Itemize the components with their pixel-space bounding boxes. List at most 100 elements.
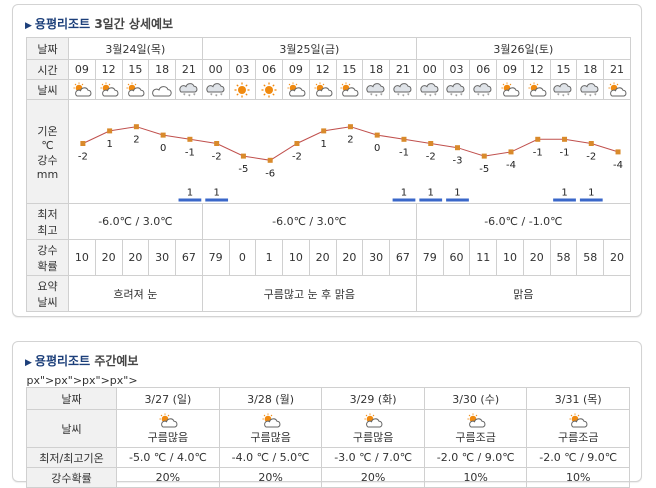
weekly-weather-desc: 구름많음 [352, 430, 394, 444]
temperature-label: -6 [265, 168, 275, 179]
weekly-minmax-cell: -2.0 ℃ / 9.0℃ [526, 447, 630, 468]
temperature-point [508, 149, 514, 155]
temperature-label: 1 [106, 139, 112, 150]
precip-bar [553, 198, 576, 202]
temperature-point [267, 157, 273, 163]
temperature-label: -1 [399, 147, 409, 158]
precip-label: 1 [561, 188, 567, 199]
temperature-point [374, 132, 380, 138]
svg-text:*: * [407, 93, 410, 98]
temperature-label: -2 [426, 152, 436, 163]
temperature-point [187, 136, 193, 142]
temperature-label: -5 [479, 164, 489, 175]
temperature-label: -4 [613, 160, 623, 171]
precip-prob-cell: 20 [308, 239, 337, 276]
time-cell: 21 [389, 59, 417, 80]
weather-cell: * * * [415, 79, 444, 100]
svg-text:*: * [210, 93, 213, 98]
row-label-line: 최저 [37, 207, 58, 221]
weekly-forecast-table: px">px">px">px">날짜 3/27 (일) 3/28 (월) 3/29 (… [26, 374, 630, 488]
row-label-weather: 날씨 [26, 409, 117, 448]
sun-cloud-icon [569, 413, 588, 427]
row-label-line: 기온 [37, 124, 58, 138]
weather-cell: * * * [549, 79, 578, 100]
weather-cell [94, 79, 123, 100]
snow-cloud-icon: * * * [473, 82, 492, 98]
temperature-point [321, 128, 327, 134]
weekly-date-cell: 3/28 (월) [218, 387, 323, 410]
svg-text:*: * [215, 94, 218, 98]
time-cell: 12 [522, 59, 551, 80]
precip-bar [419, 198, 443, 202]
precip-bar [178, 198, 202, 202]
snow-cloud-icon: * * * [205, 82, 225, 98]
temperature-point [454, 145, 460, 151]
temperature-label: 0 [374, 143, 380, 154]
weekly-minmax-cell: -2.0 ℃ / 9.0℃ [423, 447, 528, 468]
daily-forecast-title: ▶ 용평리조트 3일간 상세예보 [25, 15, 173, 32]
weekly-prob-cell: 20% [218, 467, 323, 488]
time-cell: 21 [175, 59, 203, 80]
precip-bar [446, 198, 469, 202]
temperature-label: 2 [347, 135, 353, 146]
time-cell: 06 [469, 59, 498, 80]
temperature-label: -2 [212, 152, 222, 163]
temperature-point [240, 153, 246, 159]
weekly-weather-desc: 구름조금 [455, 430, 496, 444]
temperature-point [80, 141, 86, 146]
precip-prob-cell: 79 [201, 239, 230, 276]
snow-cloud-icon: * * * [393, 82, 412, 98]
precip-prob-cell: 20 [335, 239, 364, 276]
row-label-line: 날씨 [37, 295, 58, 309]
weather-cell [228, 79, 257, 100]
precip-prob-cell: 10 [496, 239, 524, 276]
temperature-label: -3 [453, 156, 463, 167]
svg-text:*: * [567, 93, 570, 98]
weekly-forecast-title: ▶ 용평리조트 주간예보 [25, 352, 138, 369]
sun-cloud-icon [159, 413, 178, 427]
svg-text:*: * [188, 94, 191, 98]
precip-label: 1 [213, 188, 219, 199]
sun-cloud-icon [287, 82, 306, 96]
temperature-point [160, 132, 166, 138]
svg-text:*: * [450, 93, 453, 98]
weekly-date-cell: 3/27 (일) [116, 387, 220, 410]
precip-label: 1 [588, 188, 594, 199]
place-name: 용평리조트 [34, 354, 91, 368]
precip-label: 1 [428, 188, 434, 199]
precip-prob-cell: 20 [522, 239, 551, 276]
minmax-cell: -6.0℃ / -1.0℃ [415, 203, 631, 240]
temperature-point [428, 141, 434, 146]
svg-text:*: * [220, 93, 223, 98]
time-cell: 21 [603, 59, 631, 80]
title-sub: 주간예보 [94, 354, 139, 368]
summary-cell: 흐려져 눈 [68, 275, 203, 312]
place-name: 용평리조트 [34, 17, 91, 31]
row-label-line: 요약 [37, 279, 58, 293]
sun-cloud-icon [73, 82, 92, 96]
temperature-point [535, 136, 541, 142]
precip-prob-cell: 20 [94, 239, 123, 276]
temperature-label: -1 [185, 147, 195, 158]
precip-prob-cell: 30 [362, 239, 391, 276]
temperature-label: -2 [292, 152, 302, 163]
svg-text:*: * [375, 94, 378, 98]
title-sub: 3일간 상세예보 [94, 17, 174, 31]
sun-cloud-icon [314, 82, 333, 96]
weekly-minmax-cell: -3.0 ℃ / 7.0℃ [321, 447, 425, 468]
row-label-line: mm [36, 167, 59, 181]
row-label-line: 최고 [37, 223, 58, 237]
temperature-point [133, 124, 139, 130]
svg-text:*: * [562, 94, 565, 98]
temperature-point [588, 141, 594, 146]
bullet-arrow-icon: ▶ [25, 21, 32, 31]
precip-prob-cell: 10 [68, 239, 96, 276]
svg-text:*: * [434, 93, 437, 98]
row-label-weather: 날씨 [26, 79, 69, 100]
row-label-line: 강수 [37, 153, 58, 167]
row-label-line: 확률 [37, 259, 58, 273]
temperature-label: 1 [321, 139, 327, 150]
weekly-weather-desc: 구름많음 [250, 430, 291, 444]
weekly-weather-cell: 구름많음 [218, 409, 323, 448]
